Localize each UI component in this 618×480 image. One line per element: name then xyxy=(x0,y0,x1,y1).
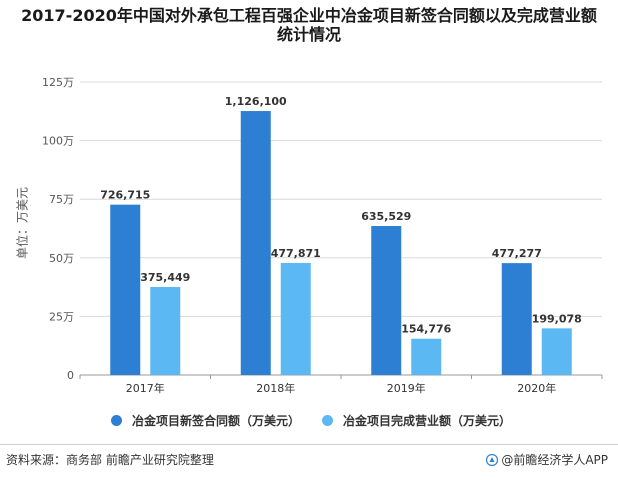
chart-title-line-2: 统计情况 xyxy=(276,25,341,44)
legend-item-signed[interactable]: 冶金项目新签合同额（万美元） xyxy=(111,412,300,429)
legend-swatch-completed xyxy=(322,415,333,426)
bar-completed-revenue xyxy=(150,286,181,375)
brand-logo-icon xyxy=(486,454,499,466)
data-label: 477,277 xyxy=(492,247,542,260)
legend-swatch-signed xyxy=(111,415,122,426)
x-tick-label: 2018年 xyxy=(256,381,295,395)
data-label: 199,078 xyxy=(532,312,582,325)
legend-label-completed: 冶金项目完成营业额（万美元） xyxy=(343,414,512,428)
brand-credit: @前瞻经济学人APP xyxy=(486,451,608,468)
bar-signed-contract xyxy=(110,204,141,375)
x-tick-label: 2017年 xyxy=(126,381,165,395)
y-axis-label-text: 单位：万美元 xyxy=(15,186,30,260)
x-tick-label: 2019年 xyxy=(387,381,426,395)
y-tick-label: 0 xyxy=(67,369,74,382)
y-tick-label: 75万 xyxy=(49,193,74,206)
chart-title-line-1: 2017-2020年中国对外承包工程百强企业中冶金项目新签合同额以及完成营业额 xyxy=(21,6,597,25)
x-tick-label: 2020年 xyxy=(517,381,556,395)
source-note: 资料来源：商务部 前瞻产业研究院整理 xyxy=(6,453,214,467)
legend-item-completed[interactable]: 冶金项目完成营业额（万美元） xyxy=(322,412,511,429)
y-tick-label: 25万 xyxy=(49,310,74,323)
footer-divider xyxy=(0,444,618,445)
y-tick-label: 100万 xyxy=(42,135,74,148)
bar-completed-revenue xyxy=(280,262,311,375)
y-tick-label: 50万 xyxy=(49,252,74,265)
y-tick-label: 125万 xyxy=(42,76,74,89)
bar-signed-contract xyxy=(371,226,402,375)
bar-signed-contract xyxy=(501,263,532,375)
brand-credit-text: @前瞻经济学人APP xyxy=(501,453,608,467)
bar-completed-revenue xyxy=(411,338,442,375)
data-label: 726,715 xyxy=(100,189,150,202)
bar-signed-contract xyxy=(240,111,271,375)
bar-completed-revenue xyxy=(541,328,572,375)
legend-label-signed: 冶金项目新签合同额（万美元） xyxy=(132,414,301,428)
chart-title: 2017-2020年中国对外承包工程百强企业中冶金项目新签合同额以及完成营业额 … xyxy=(0,6,618,44)
legend: 冶金项目新签合同额（万美元） 冶金项目完成营业额（万美元） xyxy=(0,412,618,432)
y-axis-label: 单位：万美元 xyxy=(2,178,42,268)
data-label: 477,871 xyxy=(271,247,321,260)
data-label: 375,449 xyxy=(140,271,190,284)
data-label: 635,529 xyxy=(361,210,411,223)
data-label: 154,776 xyxy=(401,323,451,336)
data-label: 1,126,100 xyxy=(225,95,287,108)
